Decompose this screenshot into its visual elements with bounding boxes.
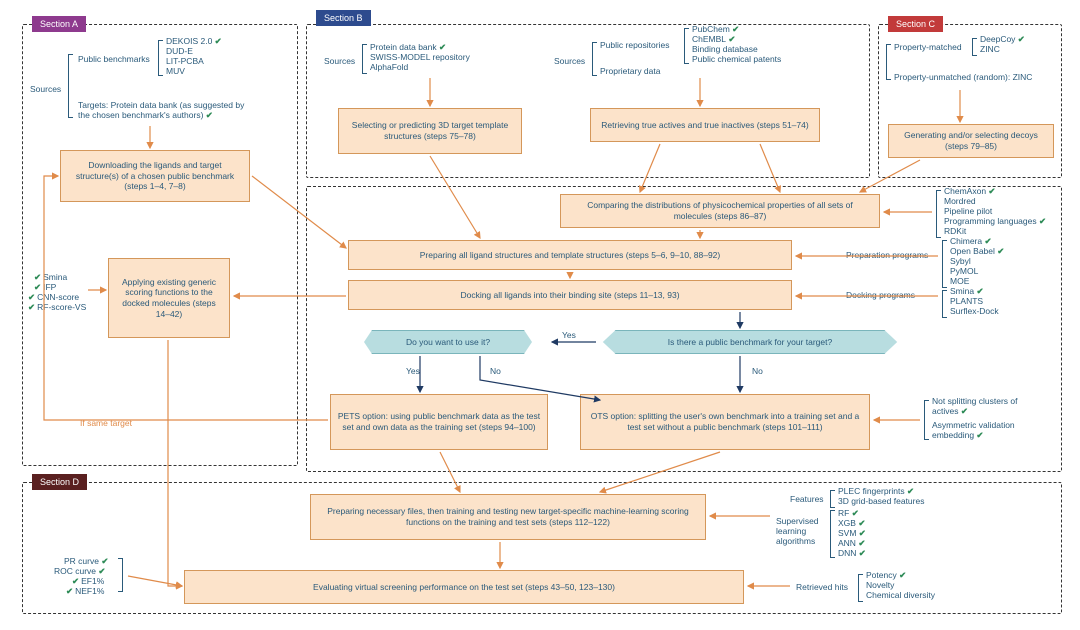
decision-use: Do you want to use it? bbox=[348, 330, 548, 354]
alphafold-label: AlphaFold bbox=[370, 62, 408, 72]
brace-eval-l bbox=[118, 558, 123, 592]
brace-c2 bbox=[972, 38, 977, 56]
deepcoy-label: DeepCoy bbox=[980, 34, 1025, 44]
brace-b2 bbox=[592, 42, 597, 76]
dnn-label: DNN bbox=[838, 548, 866, 558]
smina-d-label: Smina bbox=[950, 286, 984, 296]
pubchem-label: PubChem bbox=[692, 24, 739, 34]
pdb-label: Protein data bank bbox=[370, 42, 446, 52]
chembl-label: ChEMBL bbox=[692, 34, 736, 44]
decision-public: Is there a public benchmark for your tar… bbox=[590, 330, 910, 354]
brace-ots bbox=[924, 400, 929, 440]
openbabel-label: Open Babel bbox=[950, 246, 1004, 256]
smina-label: Smina bbox=[34, 272, 67, 282]
potency-label: Potency bbox=[866, 570, 906, 580]
sybyl-label: Sybyl bbox=[950, 256, 971, 266]
pr-label: PR curve bbox=[64, 556, 108, 566]
roc-label: ROC curve bbox=[54, 566, 106, 576]
select3d-box: Selecting or predicting 3D target templa… bbox=[338, 108, 522, 154]
ann-label: ANN bbox=[838, 538, 865, 548]
novelty-label: Novelty bbox=[866, 580, 894, 590]
yes1-label: Yes bbox=[562, 330, 576, 340]
plants-label: PLANTS bbox=[950, 296, 983, 306]
prepare-box: Preparing all ligand structures and temp… bbox=[348, 240, 792, 270]
litpcba-label: LIT-PCBA bbox=[166, 56, 204, 66]
plec-label: PLEC fingerprints bbox=[838, 486, 914, 496]
rdkit-label: RDKit bbox=[944, 226, 966, 236]
same-target-label: If same target bbox=[80, 418, 132, 428]
rfscore-label: RF-score-VS bbox=[28, 302, 86, 312]
sources-a-label: Sources bbox=[30, 84, 61, 94]
brace-sup bbox=[830, 510, 835, 558]
no1-label: No bbox=[490, 366, 501, 376]
dude-label: DUD-E bbox=[166, 46, 193, 56]
retrieve-box: Retrieving true actives and true inactiv… bbox=[590, 108, 820, 142]
sources-b2-label: Sources bbox=[554, 56, 585, 66]
supervised-label: Supervised learning algorithms bbox=[776, 516, 826, 547]
pymol-label: PyMOL bbox=[950, 266, 978, 276]
mordred-label: Mordred bbox=[944, 196, 976, 206]
propmatch-label: Property-matched bbox=[894, 42, 962, 52]
prepprog-label: Preparation programs bbox=[846, 250, 928, 260]
section-b-label: Section B bbox=[316, 10, 371, 26]
section-a-label: Section A bbox=[32, 16, 86, 32]
nef1-label: NEF1% bbox=[66, 586, 104, 596]
ifp-label: IFP bbox=[34, 282, 56, 292]
grid3d-label: 3D grid-based features bbox=[838, 496, 924, 506]
rf-label: RF bbox=[838, 508, 859, 518]
ef1-label: EF1% bbox=[72, 576, 104, 586]
brace-c1 bbox=[886, 44, 891, 80]
brace-a2 bbox=[158, 40, 163, 76]
chemaxon-label: ChemAxon bbox=[944, 186, 996, 196]
brace-feat bbox=[830, 490, 835, 508]
public-benchmarks-label: Public benchmarks bbox=[78, 54, 150, 64]
docking-box: Docking all ligands into their binding s… bbox=[348, 280, 792, 310]
brace-a1 bbox=[68, 54, 73, 118]
xgb-label: XGB bbox=[838, 518, 865, 528]
dekois-label: DEKOIS 2.0 bbox=[166, 36, 222, 46]
moe-label: MOE bbox=[950, 276, 969, 286]
pets-box: PETS option: using public benchmark data… bbox=[330, 394, 548, 450]
decoys-box: Generating and/or selecting decoys (step… bbox=[888, 124, 1054, 158]
zinc-label: ZINC bbox=[980, 44, 1000, 54]
section-c-label: Section C bbox=[888, 16, 943, 32]
ots-box: OTS option: splitting the user's own ben… bbox=[580, 394, 870, 450]
no2-label: No bbox=[752, 366, 763, 376]
notsplit-label: Not splitting clusters of actives bbox=[932, 396, 1042, 416]
pipeline-label: Pipeline pilot bbox=[944, 206, 992, 216]
section-a-border bbox=[22, 24, 298, 466]
proglang-label: Programming languages bbox=[944, 216, 1046, 226]
brace-prep bbox=[942, 240, 947, 288]
applying-box: Applying existing generic scoring functi… bbox=[108, 258, 230, 338]
brace-b3 bbox=[684, 28, 689, 64]
download-box: Downloading the ligands and target struc… bbox=[60, 150, 250, 202]
yes2-label: Yes bbox=[406, 366, 420, 376]
retrhits-label: Retrieved hits bbox=[796, 582, 848, 592]
svm-label: SVM bbox=[838, 528, 866, 538]
asym-label: Asymmetric validation embedding bbox=[932, 420, 1042, 440]
targets-label: Targets: Protein data bank (as suggested… bbox=[78, 100, 258, 120]
section-d-label: Section D bbox=[32, 474, 87, 490]
brace-b1 bbox=[362, 44, 367, 74]
proprietary-label: Proprietary data bbox=[600, 66, 660, 76]
bindingdb-label: Binding database bbox=[692, 44, 758, 54]
train-box: Preparing necessary files, then training… bbox=[310, 494, 706, 540]
cnn-label: CNN-score bbox=[28, 292, 79, 302]
patents-label: Public chemical patents bbox=[692, 54, 781, 64]
propunmatch-label: Property-unmatched (random): ZINC bbox=[894, 72, 1032, 82]
sources-b-label: Sources bbox=[324, 56, 355, 66]
brace-dock bbox=[942, 290, 947, 318]
muv-label: MUV bbox=[166, 66, 185, 76]
compare-box: Comparing the distributions of physicoch… bbox=[560, 194, 880, 228]
surflex-label: Surflex-Dock bbox=[950, 306, 999, 316]
features-label: Features bbox=[790, 494, 824, 504]
swiss-label: SWISS-MODEL repository bbox=[370, 52, 470, 62]
brace-hits bbox=[858, 574, 863, 602]
dockprog-label: Docking programs bbox=[846, 290, 915, 300]
pubrepo-label: Public repositories bbox=[600, 40, 669, 50]
chemdiv-label: Chemical diversity bbox=[866, 590, 935, 600]
chimera-label: Chimera bbox=[950, 236, 992, 246]
eval-box: Evaluating virtual screening performance… bbox=[184, 570, 744, 604]
brace-compare bbox=[936, 190, 941, 238]
